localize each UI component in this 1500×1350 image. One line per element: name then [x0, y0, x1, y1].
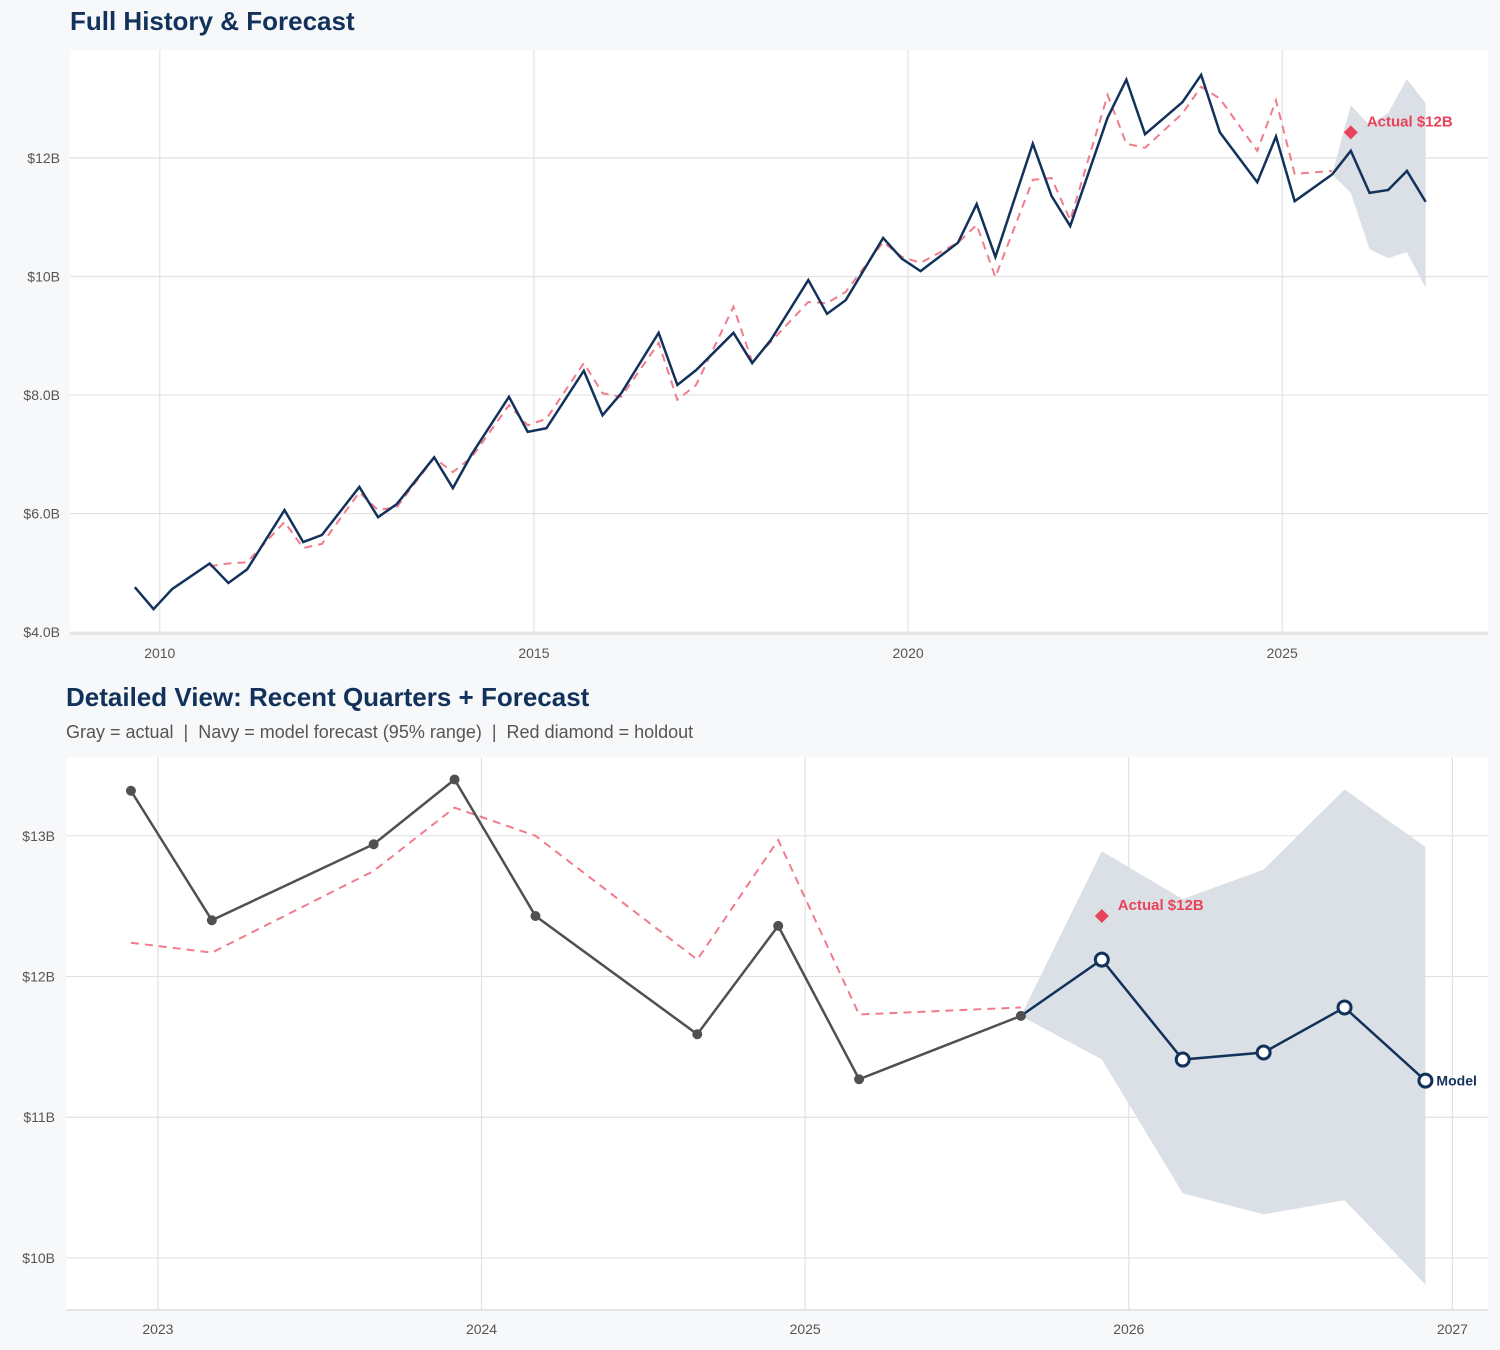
- actual-point: [530, 911, 541, 922]
- bottom-chart-title: Detailed View: Recent Quarters + Forecas…: [66, 682, 590, 712]
- forecast-point: [1417, 1072, 1434, 1089]
- actual-point: [773, 920, 784, 931]
- actual-point: [206, 915, 217, 926]
- y-tick-label: $10B: [22, 1250, 55, 1266]
- forecast-line: [1020, 957, 1427, 1082]
- y-tick-label: $8.0B: [23, 387, 60, 403]
- x-tick-label: 2023: [142, 1321, 173, 1337]
- forecast-point: [1174, 1051, 1191, 1068]
- forecast-series-label: Model: [1436, 1073, 1476, 1089]
- y-tick-label: $4.0B: [23, 624, 60, 640]
- x-tick-label: 2020: [893, 645, 924, 661]
- holdout-label: Actual $12B: [1367, 113, 1453, 130]
- y-tick-label: $13B: [22, 828, 55, 844]
- forecast-95-range-band: [1020, 789, 1426, 1285]
- x-tick-label: 2025: [1267, 645, 1298, 661]
- holdout-label: Actual $12B: [1118, 897, 1204, 914]
- actual-point: [368, 839, 379, 850]
- fitted-line: [130, 806, 1021, 1016]
- x-tick-label: 2015: [518, 645, 549, 661]
- x-tick-label: 2026: [1113, 1321, 1144, 1337]
- actual-point: [449, 774, 460, 785]
- holdout-diamond: [1343, 125, 1358, 140]
- forecast-line: [1331, 148, 1427, 203]
- y-tick-label: $11B: [23, 1109, 55, 1125]
- x-tick-label: 2027: [1437, 1321, 1468, 1337]
- holdout-diamond: [1094, 909, 1109, 924]
- bottom-chart-subtitle: Gray = actual | Navy = model forecast (9…: [66, 722, 694, 742]
- plot-area: [70, 50, 1488, 634]
- forecast-point: [1093, 951, 1110, 968]
- x-tick-label: 2025: [790, 1321, 821, 1337]
- actual-point: [1015, 1010, 1026, 1021]
- y-tick-label: $12B: [22, 969, 55, 985]
- forecast-point: [1336, 999, 1353, 1016]
- x-tick-label: 2024: [466, 1321, 497, 1337]
- actual-point: [854, 1074, 865, 1085]
- actual-line: [133, 72, 1333, 611]
- x-tick-label: 2010: [144, 645, 175, 661]
- y-tick-label: $12B: [27, 150, 60, 166]
- actual-point: [125, 785, 136, 796]
- forecast-point: [1255, 1044, 1272, 1061]
- actual-point: [692, 1029, 703, 1040]
- top-chart-title: Full History & Forecast: [70, 6, 355, 36]
- y-tick-label: $6.0B: [23, 506, 60, 522]
- history-forecast-chart: $4.0B $6.0B $8.0B $10B $12B 2010 2015 2020 2025 A…: [23, 50, 1488, 661]
- y-tick-label: $10B: [27, 268, 60, 284]
